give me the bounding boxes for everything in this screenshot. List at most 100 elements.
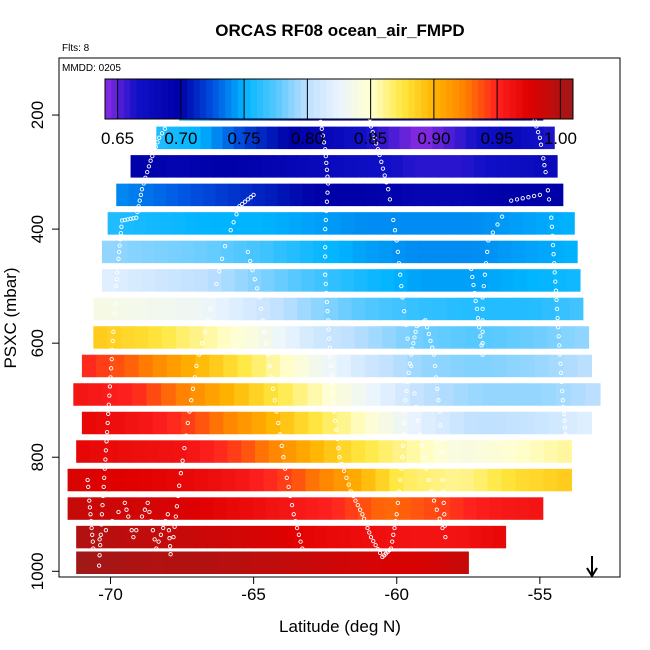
track-point (424, 325, 430, 330)
heat-cell (134, 326, 149, 349)
heat-cell (414, 155, 428, 178)
track-point (180, 458, 185, 463)
heat-cell (128, 240, 143, 264)
heat-cell (189, 126, 202, 150)
track-point (437, 516, 442, 521)
heat-cell (133, 212, 148, 235)
colorbar-swatch (421, 79, 429, 119)
heat-cell (446, 551, 459, 574)
heat-cell (322, 411, 338, 435)
heat-cell (294, 551, 306, 574)
heat-cell (314, 525, 328, 549)
heat-cell (382, 326, 397, 349)
track-point (134, 215, 139, 220)
heat-cell (487, 126, 500, 150)
track-point (329, 382, 335, 387)
heat-cell (107, 212, 122, 235)
track-point (430, 345, 435, 350)
track-point (300, 546, 305, 551)
heat-cell (421, 126, 434, 150)
heat-cell (249, 155, 262, 178)
heat-cell (111, 525, 125, 549)
track-point (475, 315, 481, 321)
heat-cell (524, 240, 539, 264)
heat-cell (392, 212, 407, 235)
date-note: MMDD: 0205 (62, 63, 121, 74)
colorbar-swatch (187, 79, 195, 119)
colorbar-swatch (218, 79, 226, 119)
heat-cell (574, 326, 590, 349)
heat-cell (333, 126, 345, 150)
heat-cell (389, 183, 403, 207)
heat-cell (409, 326, 425, 349)
heat-cell (392, 297, 407, 321)
heat-cell (124, 354, 140, 378)
track-point (320, 133, 326, 138)
colorbar-swatch (105, 79, 112, 119)
heat-cell (410, 525, 423, 549)
track-point (248, 195, 253, 200)
track-point (288, 493, 293, 499)
heat-cell (423, 497, 438, 520)
colorbar-swatch (174, 79, 182, 119)
heat-cell (299, 126, 312, 150)
track-point (439, 464, 445, 469)
track-point (178, 471, 184, 476)
heat-cell (296, 155, 309, 178)
heat-cell (368, 326, 383, 349)
colorbar-swatch (389, 79, 397, 119)
heat-cell (268, 440, 284, 463)
track-point (257, 295, 262, 300)
track-point (157, 135, 162, 140)
colorbar-swatch (313, 79, 321, 119)
plot-frame (58, 57, 621, 578)
track-point (395, 249, 401, 255)
track-point (373, 141, 379, 146)
heat-cell (286, 240, 301, 264)
colorbar-swatch (136, 79, 144, 119)
colorbar-swatch (180, 79, 188, 119)
heat-cell (513, 269, 528, 292)
heat-cell (284, 155, 298, 178)
track-point (185, 420, 190, 426)
heat-cell (153, 183, 167, 207)
heat-cell (340, 269, 355, 292)
track-point (107, 393, 112, 398)
heat-cell (322, 383, 338, 406)
colorbar-swatch (395, 79, 403, 119)
track-point (248, 258, 253, 264)
track-point (231, 220, 236, 225)
colorbar-swatch (193, 79, 201, 119)
track-point (323, 147, 328, 152)
heat-cell (283, 551, 295, 574)
track-point (479, 343, 484, 348)
heat-cell (338, 525, 352, 549)
heat-cell (324, 297, 339, 321)
track-point (442, 512, 447, 517)
heat-cell (302, 183, 316, 207)
heat-cell (386, 525, 399, 549)
track-point (217, 269, 222, 274)
colorbar-swatch (320, 79, 327, 119)
heat-cell (109, 468, 125, 492)
track-point (145, 500, 150, 506)
track-point (115, 263, 121, 268)
heat-cell (322, 354, 338, 378)
track-point (97, 537, 102, 542)
colorbar-swatch (465, 79, 473, 119)
track-point (434, 375, 439, 380)
heat-cell (266, 126, 279, 150)
heat-cell (420, 269, 435, 292)
x-tick-label: -55 (528, 585, 553, 604)
heat-cell (120, 297, 135, 321)
track-point (113, 293, 118, 298)
colorbar-swatch (440, 79, 448, 119)
heat-cell (561, 326, 576, 349)
heat-cell (294, 411, 309, 435)
heat-cell (355, 126, 367, 150)
heat-cell (388, 126, 401, 150)
track-point (499, 214, 505, 219)
heat-cell (327, 326, 342, 349)
track-point (382, 173, 387, 178)
heat-cell (418, 240, 433, 264)
